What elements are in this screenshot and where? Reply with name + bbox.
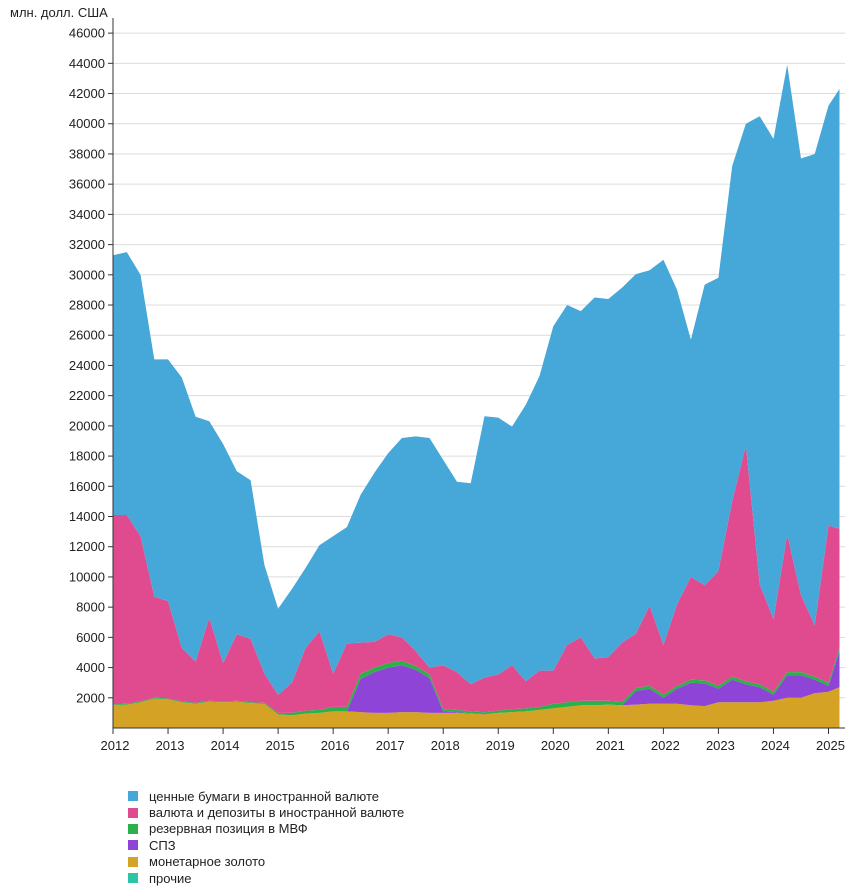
y-tick-label: 40000	[69, 116, 105, 131]
legend-label: ценные бумаги в иностранной валюте	[149, 788, 380, 804]
legend-item: монетарное золото	[128, 854, 404, 870]
x-tick-label: 2016	[321, 738, 350, 753]
area-резервная-позиция-в-МВФ	[113, 647, 840, 716]
y-tick-label: 6000	[76, 630, 105, 645]
x-tick-label: 2019	[486, 738, 515, 753]
axes: 2000 4000 6000 8000 10000 12000 14000 16000 1800…	[69, 18, 845, 753]
legend-item: валюта и депозиты в иностранной валюте	[128, 804, 404, 820]
legend-item: ценные бумаги в иностранной валюте	[128, 788, 404, 804]
area-ценные-бумаги-в-иностранной-валюте	[113, 64, 840, 695]
x-tick-label: 2022	[651, 738, 680, 753]
legend-swatch	[128, 791, 138, 802]
x-tick-label: 2012	[101, 738, 130, 753]
legend-label: резервная позиция в МВФ	[149, 821, 308, 837]
y-tick-label: 12000	[69, 539, 105, 554]
x-tick-label: 2025	[816, 738, 845, 753]
y-tick-label: 14000	[69, 509, 105, 524]
legend-label: монетарное золото	[149, 854, 266, 870]
y-tick-label: 32000	[69, 237, 105, 252]
x-tick-label: 2013	[156, 738, 185, 753]
y-tick-label: 30000	[69, 267, 105, 282]
area-series	[113, 64, 840, 728]
legend-swatch	[128, 873, 138, 884]
y-tick-label: 42000	[69, 86, 105, 101]
legend-label: прочие	[149, 870, 192, 886]
legend-label: СПЗ	[149, 837, 176, 853]
y-tick-label: 44000	[69, 56, 105, 71]
legend-swatch	[128, 823, 138, 834]
y-tick-label: 38000	[69, 146, 105, 161]
legend-swatch	[128, 840, 138, 851]
x-tick-label: 2015	[266, 738, 295, 753]
legend-swatch	[128, 856, 138, 867]
x-tick-label: 2017	[376, 738, 405, 753]
y-tick-label: 28000	[69, 298, 105, 313]
legend: ценные бумаги в иностранной валюте валюта…	[128, 788, 404, 886]
x-tick-label: 2024	[761, 738, 790, 753]
y-tick-label: 18000	[69, 449, 105, 464]
x-tick-label: 2021	[596, 738, 625, 753]
x-tick-label: 2023	[706, 738, 735, 753]
y-tick-label: 20000	[69, 418, 105, 433]
y-tick-label: 34000	[69, 207, 105, 222]
y-tick-label: 26000	[69, 328, 105, 343]
y-tick-label: 16000	[69, 479, 105, 494]
x-tick-label: 2018	[431, 738, 460, 753]
legend-item: резервная позиция в МВФ	[128, 821, 404, 837]
area-валюта-и-депозиты-в-иностранной-валюте	[113, 445, 840, 713]
legend-item: прочие	[128, 870, 404, 886]
y-axis-label: млн. долл. США	[10, 5, 108, 20]
y-tick-label: 10000	[69, 569, 105, 584]
y-tick-label: 2000	[76, 690, 105, 705]
legend-item: СПЗ	[128, 837, 404, 853]
y-tick-label: 22000	[69, 388, 105, 403]
area-СПЗ	[113, 651, 840, 716]
area-монетарное-золото	[113, 687, 840, 728]
y-tick-label: 36000	[69, 177, 105, 192]
y-tick-label: 46000	[69, 26, 105, 41]
x-tick-label: 2014	[211, 738, 240, 753]
legend-swatch	[128, 807, 138, 818]
y-tick-label: 24000	[69, 358, 105, 373]
legend-label: валюта и депозиты в иностранной валюте	[149, 805, 405, 821]
y-tick-label: 8000	[76, 600, 105, 615]
x-tick-label: 2020	[541, 738, 570, 753]
y-tick-label: 4000	[76, 660, 105, 675]
